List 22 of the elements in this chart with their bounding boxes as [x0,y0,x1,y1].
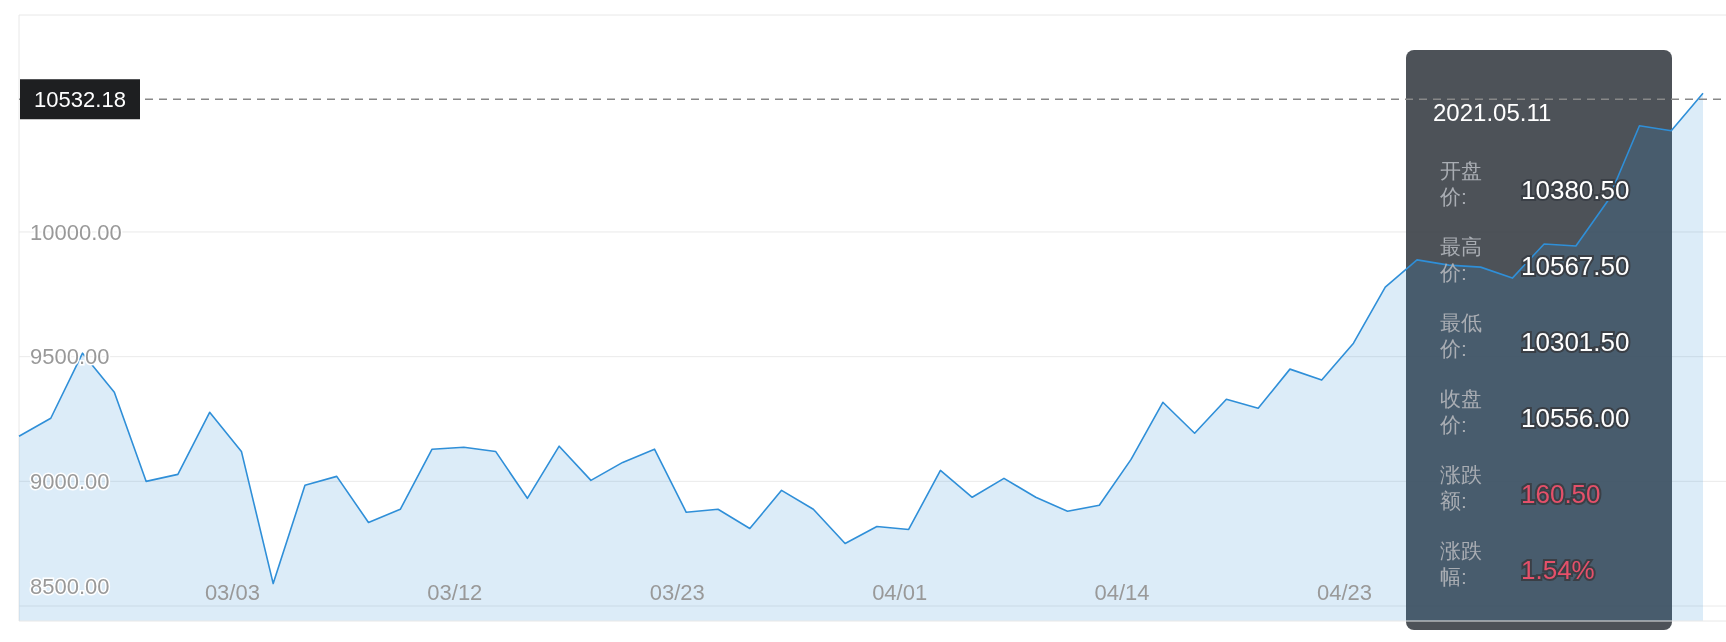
x-tick-label: 03/12 [427,579,483,605]
annotation: 1.54% [1521,555,1595,586]
annotation: 涨跌额: [1440,463,1482,512]
x-tick-label: 04/23 [1316,579,1373,605]
x-tick-label: 03/03 [204,579,260,605]
annotation: 最低价: [1439,311,1482,360]
annotation: 10556.00 [1521,403,1630,434]
annotation: 160.50 [1521,479,1601,510]
x-tick-label: 03/23 [649,579,705,605]
annotation: 10301.50 [1521,327,1630,358]
x-tick-label: 04/14 [1094,579,1150,605]
y-tick-label: 8500.00 [30,573,110,599]
ref-line-label: 10532.18 [34,86,126,112]
annotation: 涨跌幅: [1440,539,1482,588]
annotation: 10567.50 [1521,251,1630,282]
annotation: 开盘价: [1439,159,1482,208]
y-tick-label: 10000.00 [30,219,122,245]
annotation: 2021.05.11 [1433,99,1552,127]
x-tick-label: 04/01 [872,579,928,605]
annotation: 收盘价: [1439,387,1482,436]
y-tick-label: 9000.00 [30,469,110,495]
annotation: 最高价: [1439,235,1482,284]
